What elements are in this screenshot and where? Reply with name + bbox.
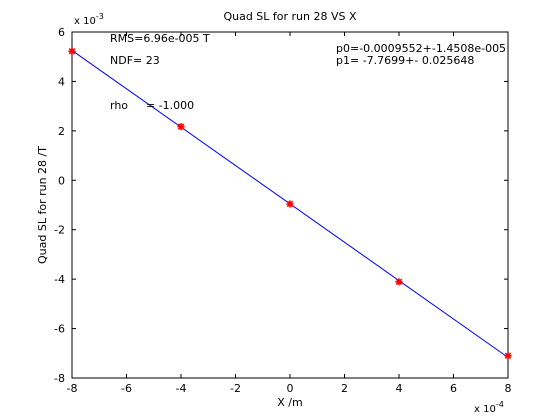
- data-point: [177, 123, 185, 131]
- y-tick-label: 6: [58, 26, 65, 39]
- data-point: [286, 200, 294, 208]
- x-tick-label: -8: [67, 382, 78, 395]
- plot-area: [68, 31, 512, 379]
- y-tick-label: -2: [54, 224, 65, 237]
- rms-annotation: RMS=6.96e-005 T: [110, 32, 210, 45]
- y-axis-ticks: -8 -6 -4 -2 0 2 4 6: [54, 26, 508, 385]
- p0-annotation: p0=-0.0009552+-1.4508e-005: [336, 42, 506, 55]
- x-axis-multiplier: x 10-4: [474, 400, 504, 415]
- p1-annotation: p1= -7.7699+- 0.025648: [336, 54, 474, 67]
- x-tick-label: 8: [505, 382, 512, 395]
- y-tick-label: 4: [58, 75, 65, 88]
- y-tick-label: 2: [58, 125, 65, 138]
- x-axis-label: X /m: [277, 396, 302, 409]
- y-tick-label: -4: [54, 273, 65, 286]
- x-tick-label: 0: [287, 382, 294, 395]
- x-tick-label: -2: [230, 382, 241, 395]
- data-point: [68, 47, 76, 55]
- y-axis-label: Quad SL for run 28 /T: [36, 146, 49, 264]
- y-axis-multiplier: x 10-3: [74, 12, 104, 27]
- rho-label: rho: [110, 99, 128, 112]
- data-markers: [68, 47, 512, 360]
- y-tick-label: 0: [58, 174, 65, 187]
- data-point: [504, 352, 512, 360]
- y-tick-label: -8: [54, 372, 65, 385]
- x-tick-label: 6: [450, 382, 457, 395]
- x-axis-ticks: -8 -6 -4 -2 0 2 4 6 8: [67, 32, 512, 395]
- chart-title: Quad SL for run 28 VS X: [223, 10, 357, 23]
- x-tick-label: -4: [176, 382, 187, 395]
- ndf-annotation: NDF= 23: [110, 54, 160, 67]
- y-tick-label: -6: [54, 323, 65, 336]
- x-tick-label: 2: [341, 382, 348, 395]
- x-tick-label: -6: [121, 382, 132, 395]
- rho-value: = -1.000: [146, 99, 194, 112]
- x-tick-label: 4: [396, 382, 403, 395]
- data-point: [395, 278, 403, 286]
